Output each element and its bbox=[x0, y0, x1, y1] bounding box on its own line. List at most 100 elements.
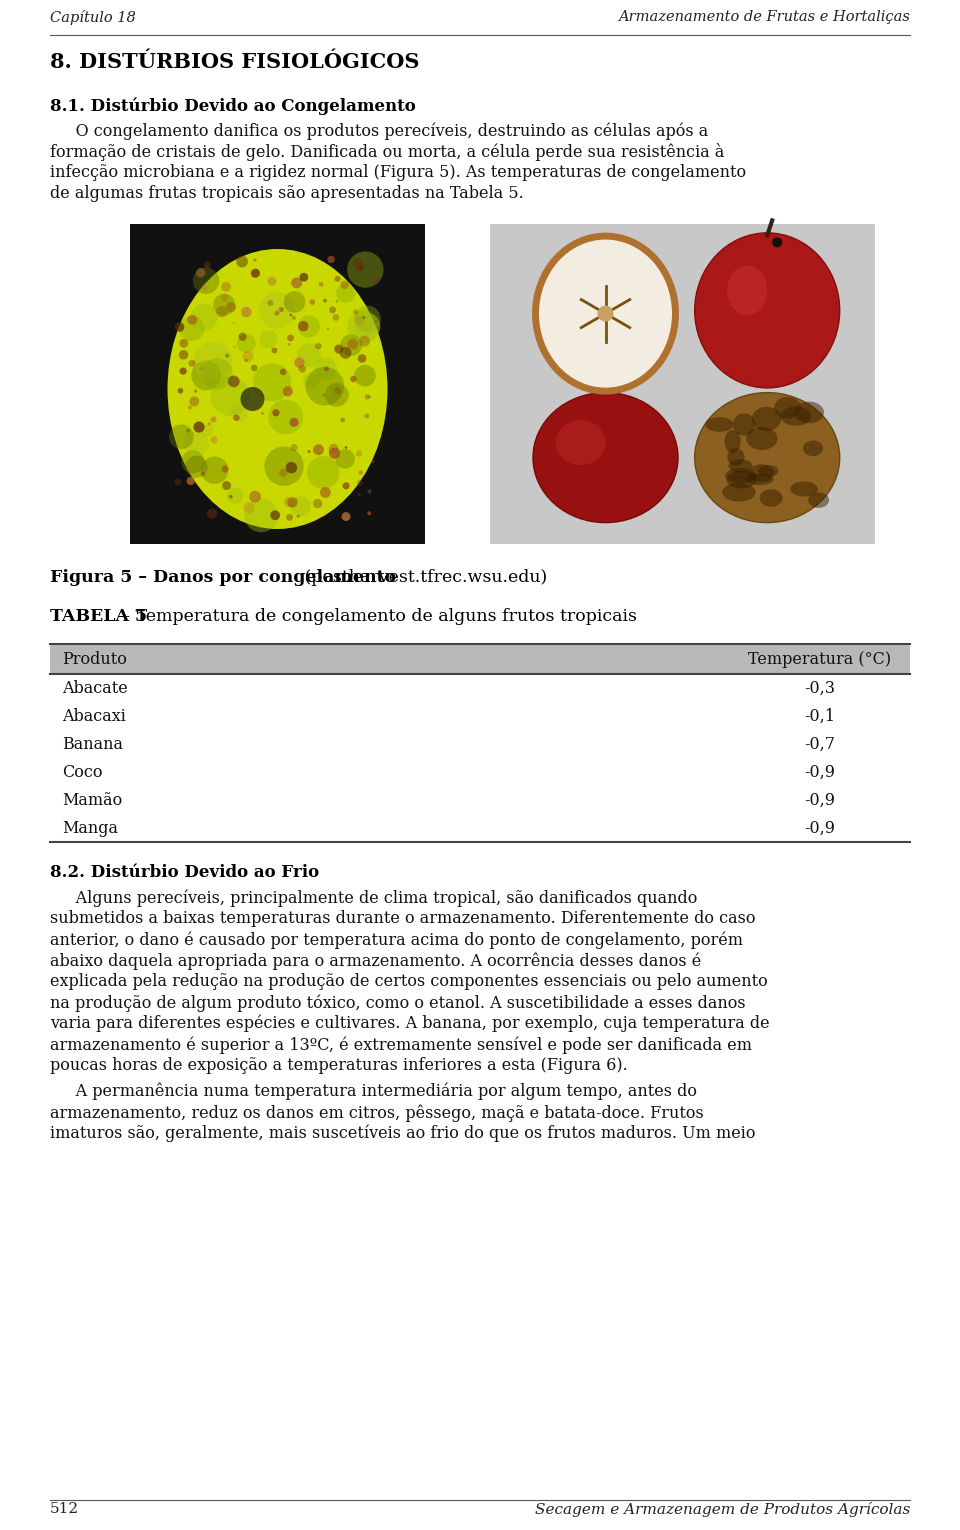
Circle shape bbox=[210, 436, 218, 444]
Circle shape bbox=[314, 358, 337, 381]
Text: abaixo daquela apropriada para o armazenamento. A ocorrência desses danos é: abaixo daquela apropriada para o armazen… bbox=[50, 952, 701, 970]
Text: Produto: Produto bbox=[62, 650, 127, 669]
Text: explicada pela redução na produção de certos componentes essenciais ou pelo aume: explicada pela redução na produção de ce… bbox=[50, 973, 768, 990]
Circle shape bbox=[186, 477, 195, 485]
Circle shape bbox=[320, 487, 331, 497]
Ellipse shape bbox=[752, 407, 781, 431]
Text: O congelamento danifica os produtos perecíveis, destruindo as células após a: O congelamento danifica os produtos pere… bbox=[50, 122, 708, 139]
Circle shape bbox=[348, 311, 379, 344]
Circle shape bbox=[290, 418, 299, 427]
Circle shape bbox=[286, 514, 293, 520]
Circle shape bbox=[252, 363, 291, 401]
Circle shape bbox=[365, 395, 371, 399]
Circle shape bbox=[333, 314, 340, 321]
Circle shape bbox=[241, 306, 252, 317]
Circle shape bbox=[358, 494, 361, 496]
Circle shape bbox=[350, 376, 357, 382]
Ellipse shape bbox=[728, 448, 745, 467]
Circle shape bbox=[329, 306, 336, 314]
Ellipse shape bbox=[808, 493, 829, 508]
Circle shape bbox=[188, 405, 192, 410]
Circle shape bbox=[288, 343, 290, 346]
Circle shape bbox=[228, 375, 240, 387]
Circle shape bbox=[191, 361, 221, 390]
Text: Abacate: Abacate bbox=[62, 679, 128, 698]
Ellipse shape bbox=[556, 421, 606, 465]
Circle shape bbox=[336, 283, 355, 303]
Circle shape bbox=[275, 311, 279, 315]
Circle shape bbox=[368, 490, 372, 494]
Text: -0,1: -0,1 bbox=[804, 708, 835, 725]
Ellipse shape bbox=[759, 490, 782, 506]
Circle shape bbox=[369, 396, 371, 398]
Text: Alguns perecíveis, principalmente de clima tropical, são danificados quando: Alguns perecíveis, principalmente de cli… bbox=[50, 889, 697, 906]
Circle shape bbox=[375, 321, 377, 323]
Circle shape bbox=[221, 282, 231, 292]
Circle shape bbox=[359, 470, 363, 474]
Ellipse shape bbox=[803, 441, 824, 456]
Circle shape bbox=[310, 300, 315, 304]
Circle shape bbox=[290, 496, 310, 517]
Circle shape bbox=[175, 479, 181, 485]
Circle shape bbox=[359, 335, 370, 347]
Circle shape bbox=[250, 491, 261, 502]
Circle shape bbox=[213, 294, 235, 315]
Circle shape bbox=[313, 499, 323, 508]
Circle shape bbox=[259, 330, 277, 347]
Circle shape bbox=[272, 347, 277, 353]
Circle shape bbox=[354, 366, 375, 387]
Circle shape bbox=[233, 415, 240, 421]
Circle shape bbox=[364, 413, 370, 418]
Circle shape bbox=[283, 291, 305, 312]
Circle shape bbox=[186, 428, 190, 433]
Circle shape bbox=[335, 300, 338, 303]
Circle shape bbox=[327, 256, 335, 263]
Ellipse shape bbox=[790, 482, 818, 497]
Bar bbox=[490, 223, 875, 545]
Circle shape bbox=[221, 294, 228, 301]
Text: 8. DISTÚRBIOS FISIOLÓGICOS: 8. DISTÚRBIOS FISIOLÓGICOS bbox=[50, 52, 420, 72]
Text: Manga: Manga bbox=[62, 820, 118, 837]
Circle shape bbox=[200, 367, 204, 370]
Circle shape bbox=[313, 444, 324, 454]
Circle shape bbox=[355, 315, 364, 324]
Circle shape bbox=[291, 277, 302, 288]
Ellipse shape bbox=[747, 474, 774, 485]
Circle shape bbox=[237, 334, 255, 353]
Text: Figura 5 – Danos por congelamento: Figura 5 – Danos por congelamento bbox=[50, 569, 396, 586]
Circle shape bbox=[287, 335, 294, 341]
Circle shape bbox=[245, 499, 278, 532]
Circle shape bbox=[189, 396, 200, 407]
Circle shape bbox=[353, 309, 358, 314]
Text: – Temperatura de congelamento de alguns frutos tropicais: – Temperatura de congelamento de alguns … bbox=[115, 607, 636, 624]
Circle shape bbox=[279, 369, 286, 375]
Circle shape bbox=[303, 372, 320, 389]
Circle shape bbox=[323, 298, 327, 303]
Circle shape bbox=[180, 367, 186, 375]
Text: Temperatura (°C): Temperatura (°C) bbox=[749, 650, 892, 669]
Text: Capítulo 18: Capítulo 18 bbox=[50, 11, 135, 24]
Ellipse shape bbox=[780, 407, 811, 425]
Circle shape bbox=[259, 292, 296, 329]
Ellipse shape bbox=[706, 418, 733, 431]
Circle shape bbox=[233, 346, 236, 349]
Circle shape bbox=[206, 508, 217, 519]
Text: -0,9: -0,9 bbox=[804, 820, 835, 837]
Circle shape bbox=[180, 338, 188, 347]
Circle shape bbox=[193, 268, 219, 294]
Text: Armazenamento de Frutas e Hortaliças: Armazenamento de Frutas e Hortaliças bbox=[618, 11, 910, 24]
Circle shape bbox=[227, 487, 243, 503]
Circle shape bbox=[253, 259, 256, 262]
Circle shape bbox=[307, 456, 340, 490]
Ellipse shape bbox=[695, 393, 840, 523]
Text: Secagem e Armazenagem de Produtos Agrícolas: Secagem e Armazenagem de Produtos Agríco… bbox=[535, 1502, 910, 1518]
Circle shape bbox=[229, 494, 232, 499]
Circle shape bbox=[193, 421, 204, 433]
Circle shape bbox=[286, 462, 298, 473]
Circle shape bbox=[238, 332, 247, 341]
Text: infecção microbiana e a rigidez normal (Figura 5). As temperaturas de congelamen: infecção microbiana e a rigidez normal (… bbox=[50, 164, 746, 181]
Ellipse shape bbox=[795, 401, 824, 424]
Circle shape bbox=[204, 262, 211, 269]
Circle shape bbox=[226, 301, 236, 312]
Text: -0,9: -0,9 bbox=[804, 763, 835, 780]
